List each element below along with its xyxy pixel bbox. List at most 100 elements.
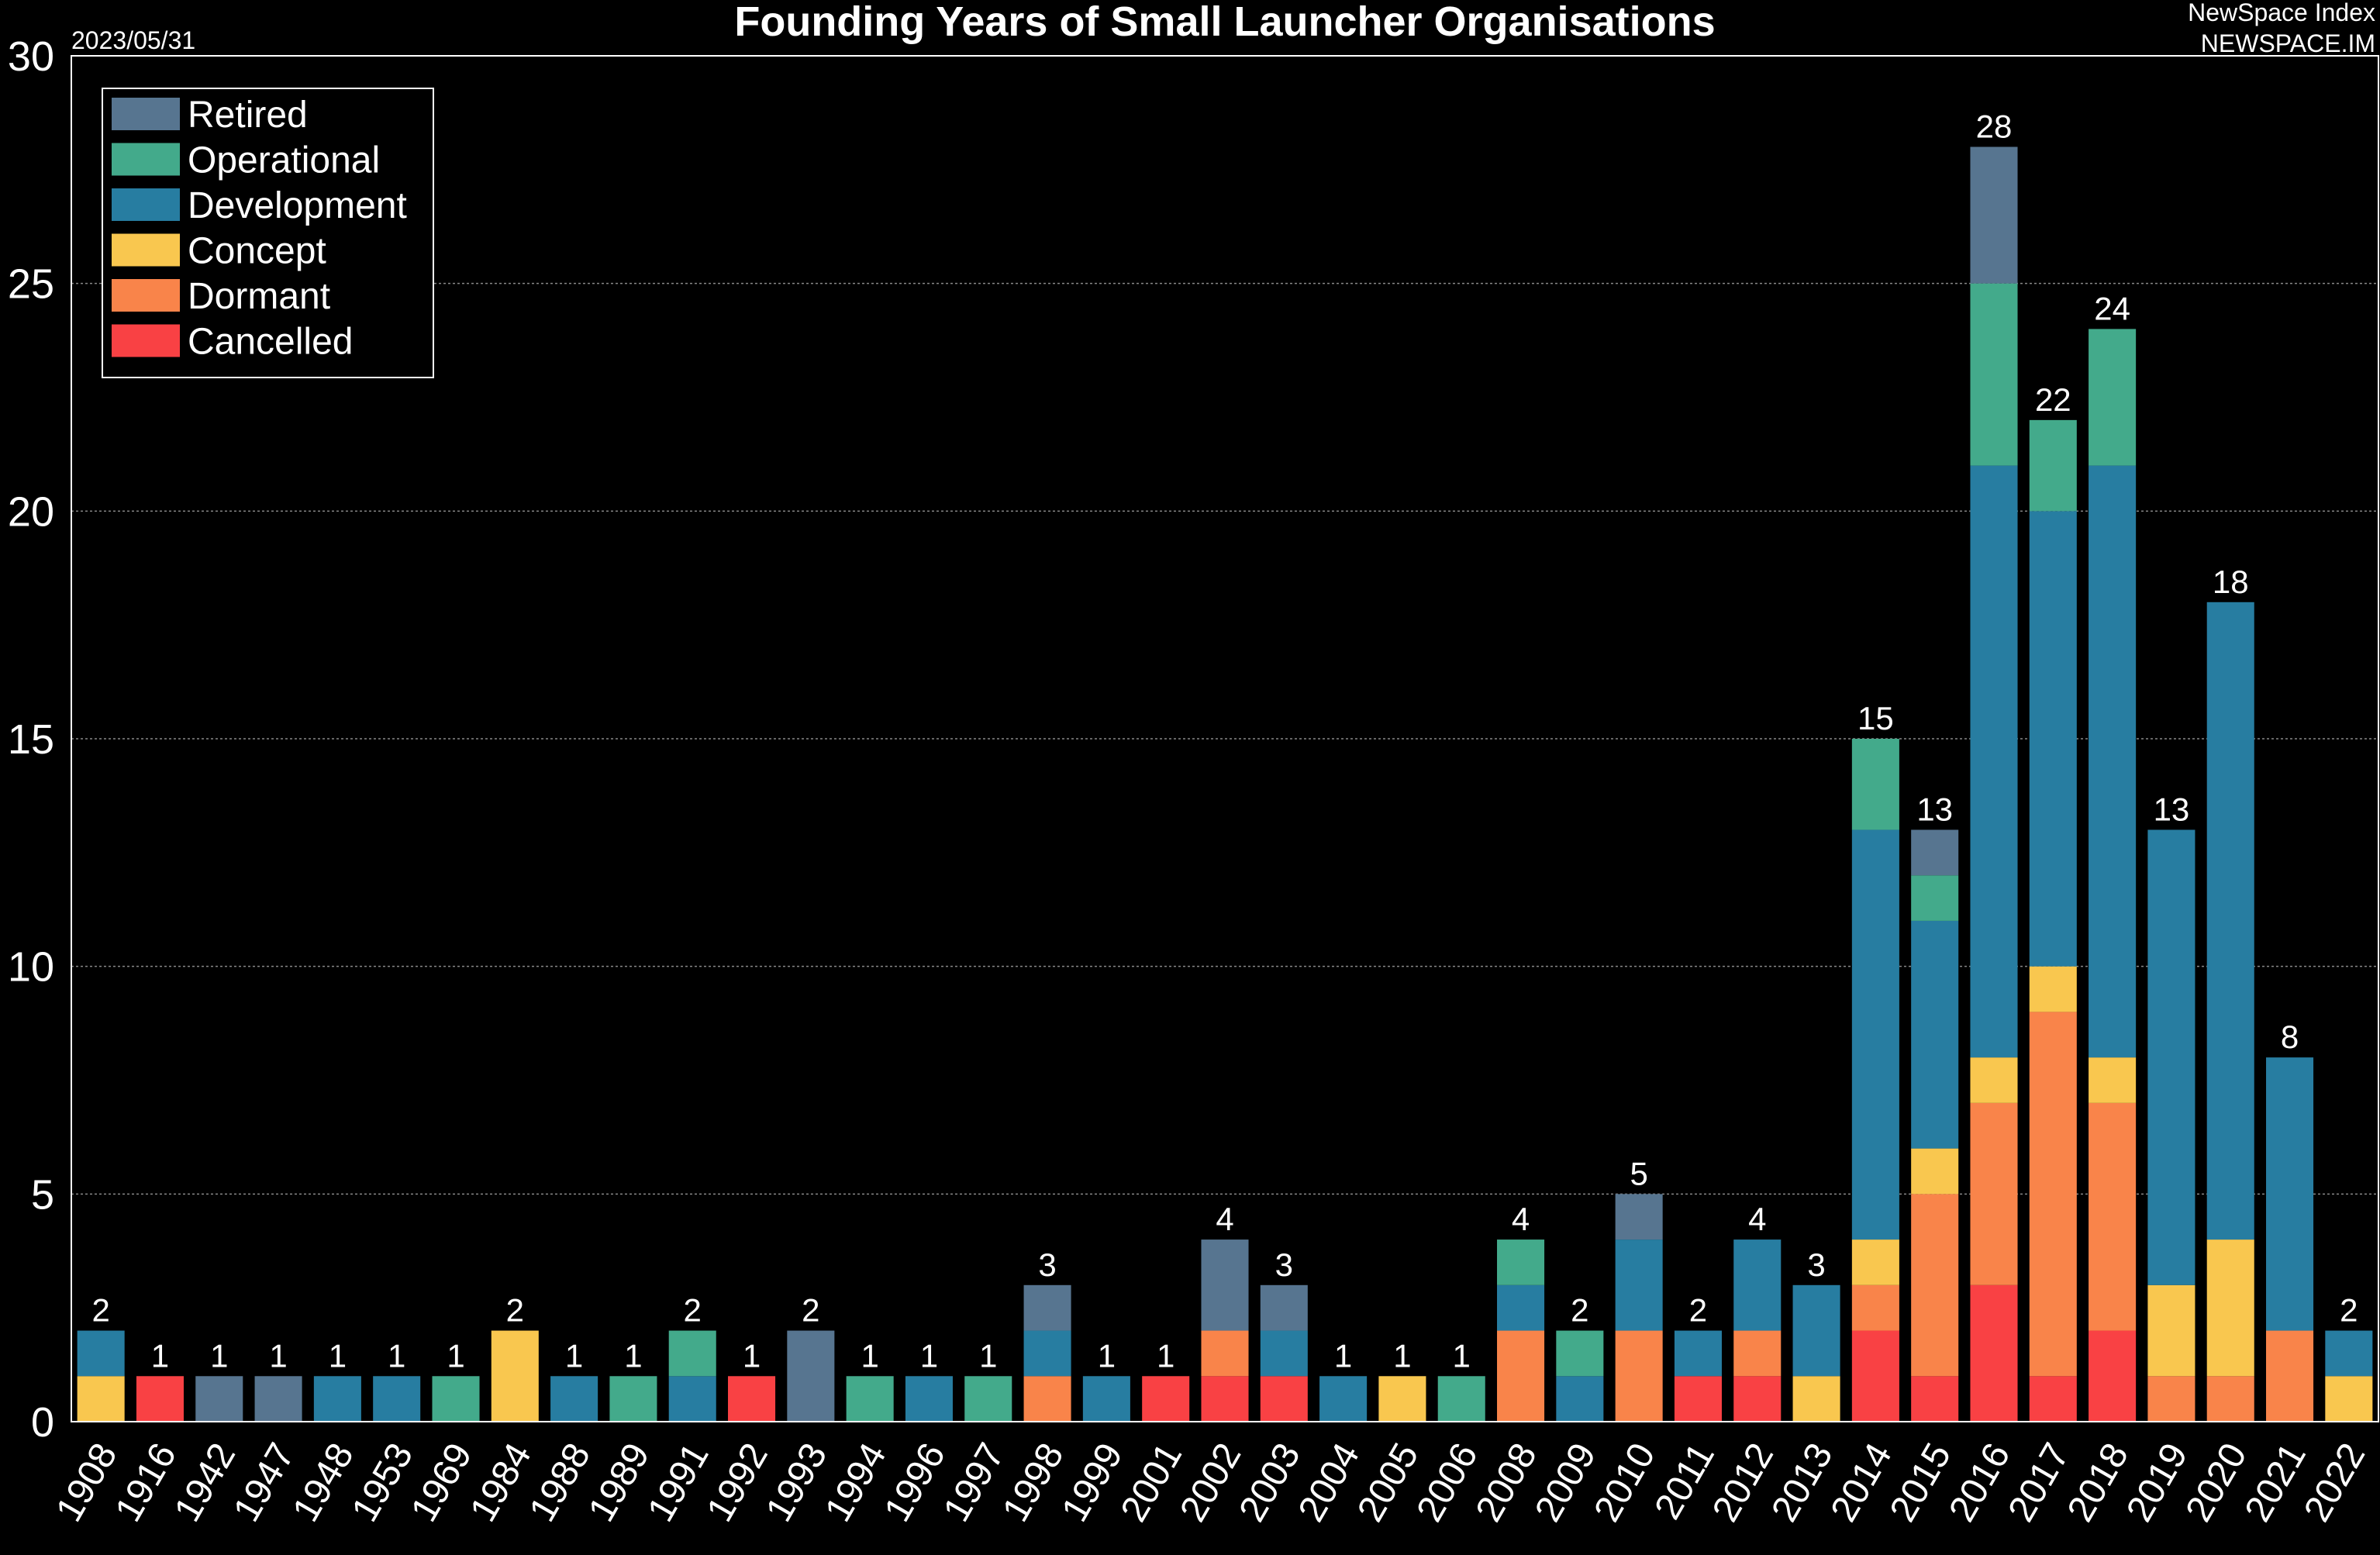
legend-label-operational: Operational xyxy=(188,140,380,181)
bar-total-label: 2 xyxy=(506,1292,524,1329)
bar-total-label: 4 xyxy=(1748,1201,1766,1237)
x-tick-label: 2021 xyxy=(2237,1436,2314,1529)
legend-swatch-dormant xyxy=(112,279,180,312)
bar-total-label: 3 xyxy=(1275,1246,1293,1283)
bar-total-label: 1 xyxy=(920,1337,938,1374)
bar-total-label: 13 xyxy=(2154,791,2190,827)
y-tick-label: 10 xyxy=(8,944,54,991)
x-tick-label: 1992 xyxy=(699,1436,776,1529)
date-label: 2023/05/31 xyxy=(71,26,195,54)
bar-total-label: 1 xyxy=(329,1337,347,1374)
bar-segment-operational xyxy=(964,1376,1012,1422)
x-tick-label: 2005 xyxy=(1350,1436,1426,1529)
bar-segment-development xyxy=(1733,1240,1782,1331)
x-tick-label: 1989 xyxy=(581,1436,657,1529)
bar-total-label: 1 xyxy=(210,1337,228,1374)
bar-total-label: 18 xyxy=(2213,564,2249,600)
legend-label-development: Development xyxy=(188,185,407,226)
bar-total-label: 1 xyxy=(624,1337,642,1374)
bar-segment-retired xyxy=(1970,147,2018,284)
bar-segment-development xyxy=(1792,1284,1840,1377)
bar-segment-development xyxy=(2325,1330,2373,1377)
x-tick-label: 2002 xyxy=(1172,1436,1249,1529)
bar-total-label: 2 xyxy=(1689,1292,1707,1329)
bar-total-label: 1 xyxy=(743,1337,761,1374)
x-tick-label: 1969 xyxy=(403,1436,480,1529)
x-tick-label: 1942 xyxy=(167,1436,243,1529)
y-tick-label: 30 xyxy=(8,33,54,80)
bar-segment-development xyxy=(1260,1330,1308,1377)
bar-total-label: 22 xyxy=(2035,381,2071,418)
legend-label-cancelled: Cancelled xyxy=(188,322,353,363)
bar-segment-dormant xyxy=(1911,1194,1959,1377)
bar-total-label: 2 xyxy=(684,1292,702,1329)
chart-title: Founding Years of Small Launcher Organis… xyxy=(734,0,1715,45)
bar-segment-development xyxy=(1851,829,1899,1240)
bar-segment-development xyxy=(2029,511,2077,967)
bar-total-label: 2 xyxy=(802,1292,819,1329)
x-tick-label: 1908 xyxy=(48,1436,125,1529)
bar-segment-cancelled xyxy=(1142,1376,1190,1422)
bar-segment-concept xyxy=(1378,1376,1426,1422)
bar-segment-dormant xyxy=(2206,1376,2254,1422)
bar-segment-development xyxy=(2206,602,2254,1240)
bar-total-label: 1 xyxy=(388,1337,405,1374)
x-tick-label: 1916 xyxy=(108,1436,185,1529)
legend-swatch-retired xyxy=(112,98,180,130)
bar-segment-cancelled xyxy=(1911,1376,1959,1422)
bar-total-label: 13 xyxy=(1916,791,1953,827)
x-tick-label: 1999 xyxy=(1054,1436,1131,1529)
bar-segment-cancelled xyxy=(1201,1376,1249,1422)
x-tick-label: 1994 xyxy=(817,1436,894,1529)
bar-segment-concept xyxy=(77,1376,125,1422)
x-tick-label: 1993 xyxy=(758,1436,835,1529)
bar-segment-development xyxy=(313,1376,361,1422)
bar-segment-operational xyxy=(1437,1376,1485,1422)
bar-total-label: 1 xyxy=(565,1337,583,1374)
bar-segment-concept xyxy=(1970,1057,2018,1103)
x-tick-label: 2014 xyxy=(1823,1436,1900,1529)
bar-segment-dormant xyxy=(1851,1284,1899,1331)
bar-segment-retired xyxy=(1911,829,1959,876)
plot-frame xyxy=(71,55,2379,1422)
x-tick-label: 2012 xyxy=(1705,1436,1782,1529)
bar-segment-dormant xyxy=(1497,1330,1545,1422)
x-tick-label: 2013 xyxy=(1764,1436,1840,1529)
bar-segment-dormant xyxy=(2089,1102,2137,1331)
bar-segment-concept xyxy=(2089,1057,2137,1103)
bar-segment-dormant xyxy=(2266,1330,2314,1422)
y-tick-label: 25 xyxy=(8,261,54,308)
bar-segment-retired xyxy=(1260,1284,1308,1331)
bar-segment-operational xyxy=(1556,1330,1604,1377)
bar-segment-retired xyxy=(1023,1284,1071,1331)
y-tick-label: 15 xyxy=(8,716,54,763)
bar-total-label: 2 xyxy=(2340,1292,2358,1329)
bar-segment-dormant xyxy=(1615,1330,1663,1422)
x-tick-label: 2004 xyxy=(1291,1436,1368,1529)
bar-segment-concept xyxy=(1792,1376,1840,1422)
bar-segment-development xyxy=(668,1376,716,1422)
bar-segment-retired xyxy=(1201,1240,1249,1331)
legend-swatch-concept xyxy=(112,233,180,267)
bar-segment-dormant xyxy=(1970,1102,2018,1285)
brand-url: NEWSPACE.IM xyxy=(2201,29,2375,57)
x-tick-label: 2009 xyxy=(1527,1436,1604,1529)
x-tick-label: 1996 xyxy=(877,1436,954,1529)
bar-segment-dormant xyxy=(2147,1376,2195,1422)
bar-segment-development xyxy=(1319,1376,1368,1422)
bar-segment-operational xyxy=(432,1376,480,1422)
bar-segment-concept xyxy=(1851,1240,1899,1285)
bar-segment-retired xyxy=(1615,1194,1663,1240)
bar-total-label: 2 xyxy=(91,1292,109,1329)
bar-segment-retired xyxy=(254,1376,302,1422)
bar-segment-cancelled xyxy=(728,1376,776,1422)
bar-total-label: 2 xyxy=(1571,1292,1588,1329)
bar-total-label: 1 xyxy=(1453,1337,1471,1374)
x-tick-label: 1953 xyxy=(344,1436,421,1529)
x-tick-label: 2015 xyxy=(1882,1436,1959,1529)
bar-segment-development xyxy=(550,1376,598,1422)
bar-segment-concept xyxy=(2206,1240,2254,1377)
bar-total-label: 5 xyxy=(1630,1155,1647,1191)
